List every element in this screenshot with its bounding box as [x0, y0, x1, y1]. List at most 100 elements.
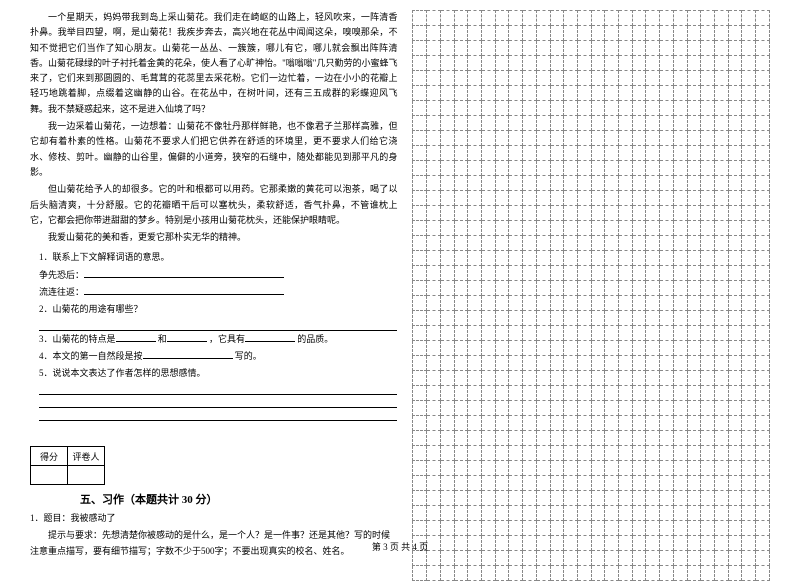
grid-cell: [481, 506, 495, 521]
essay-title: 1．题目：我被感动了: [30, 511, 397, 526]
grid-cell: [673, 416, 687, 431]
grid-cell: [468, 326, 482, 341]
grid-cell: [440, 371, 454, 386]
grid-cell: [619, 356, 633, 371]
grid-cell: [468, 41, 482, 56]
grid-cell: [440, 176, 454, 191]
grid-cell: [714, 101, 728, 116]
grid-cell: [728, 461, 742, 476]
grid-cell: [619, 146, 633, 161]
grid-cell: [646, 11, 660, 26]
grid-cell: [701, 296, 715, 311]
grid-cell: [413, 101, 427, 116]
grid-cell: [714, 116, 728, 131]
grid-cell: [742, 461, 756, 476]
grid-cell: [427, 161, 441, 176]
grid-cell: [577, 101, 591, 116]
grid-cell: [564, 221, 578, 236]
answer-line: [39, 395, 397, 408]
grid-cell: [605, 86, 619, 101]
grid-cell: [468, 401, 482, 416]
grid-cell: [673, 251, 687, 266]
grid-cell: [660, 71, 674, 86]
grid-cell: [481, 266, 495, 281]
grid-cell: [701, 161, 715, 176]
grid-cell: [646, 491, 660, 506]
grid-cell: [550, 251, 564, 266]
grid-cell: [495, 221, 509, 236]
grid-cell: [714, 401, 728, 416]
grid-cell: [536, 56, 550, 71]
grid-cell: [523, 311, 537, 326]
grid-cell: [660, 416, 674, 431]
grid-cell: [468, 446, 482, 461]
grid-cell: [468, 56, 482, 71]
grid-cell: [523, 566, 537, 581]
grid-cell: [687, 56, 701, 71]
answer-line: [39, 318, 397, 331]
grid-cell: [468, 116, 482, 131]
grid-cell: [605, 506, 619, 521]
grid-cell: [714, 506, 728, 521]
grid-cell: [646, 131, 660, 146]
grid-cell: [714, 521, 728, 536]
grid-cell: [605, 236, 619, 251]
grid-cell: [756, 371, 770, 386]
grid-cell: [619, 491, 633, 506]
grid-cell: [742, 41, 756, 56]
grid-cell: [742, 416, 756, 431]
grid-cell: [536, 341, 550, 356]
grid-cell: [701, 371, 715, 386]
grid-cell: [468, 491, 482, 506]
grid-cell: [756, 251, 770, 266]
grid-cell: [673, 401, 687, 416]
grid-cell: [468, 371, 482, 386]
grid-cell: [564, 446, 578, 461]
grid-cell: [577, 131, 591, 146]
grid-cell: [660, 431, 674, 446]
grid-cell: [523, 296, 537, 311]
grid-cell: [714, 56, 728, 71]
grid-cell: [605, 491, 619, 506]
grid-cell: [509, 56, 523, 71]
grid-cell: [687, 446, 701, 461]
grid-cell: [440, 206, 454, 221]
grid-cell: [413, 221, 427, 236]
grid-cell: [577, 266, 591, 281]
grid-cell: [632, 56, 646, 71]
grid-cell: [756, 56, 770, 71]
grid-cell: [454, 251, 468, 266]
grid-cell: [701, 26, 715, 41]
grid-cell: [577, 41, 591, 56]
grid-cell: [660, 176, 674, 191]
grid-cell: [440, 191, 454, 206]
grid-cell: [687, 236, 701, 251]
grid-cell: [468, 176, 482, 191]
grid-cell: [701, 401, 715, 416]
grid-cell: [481, 236, 495, 251]
grid-cell: [454, 296, 468, 311]
grid-cell: [605, 386, 619, 401]
grid-cell: [756, 356, 770, 371]
grid-cell: [481, 176, 495, 191]
grid-cell: [646, 146, 660, 161]
grid-cell: [714, 146, 728, 161]
grid-cell: [564, 461, 578, 476]
grid-cell: [673, 521, 687, 536]
grid-cell: [427, 341, 441, 356]
grid-cell: [454, 461, 468, 476]
grid-cell: [673, 461, 687, 476]
grid-cell: [481, 191, 495, 206]
grid-cell: [509, 341, 523, 356]
grid-cell: [550, 86, 564, 101]
grid-cell: [673, 176, 687, 191]
grid-cell: [714, 326, 728, 341]
grid-cell: [632, 236, 646, 251]
grid-cell: [742, 26, 756, 41]
grid-cell: [440, 356, 454, 371]
grid-cell: [495, 296, 509, 311]
grid-cell: [495, 356, 509, 371]
grid-cell: [509, 446, 523, 461]
grid-cell: [714, 566, 728, 581]
grid-cell: [577, 281, 591, 296]
